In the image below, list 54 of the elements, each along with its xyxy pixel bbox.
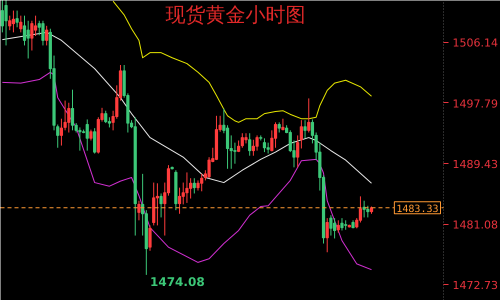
candlestick — [93, 128, 96, 154]
candlestick — [148, 224, 152, 252]
candlestick — [362, 200, 366, 218]
candlestick — [108, 116, 112, 128]
candlestick — [266, 142, 270, 154]
candlestick — [89, 129, 93, 141]
candlestick — [344, 220, 348, 230]
candlestick — [326, 218, 329, 253]
candlestick — [336, 220, 340, 234]
candlestick — [192, 178, 196, 194]
candlestick — [12, 10, 16, 33]
candlestick — [248, 132, 252, 156]
candlestick — [185, 172, 189, 204]
candlestick — [34, 15, 38, 36]
candlestick — [281, 118, 285, 131]
y-tick-label: 1497.79 — [452, 97, 498, 110]
candlestick — [340, 218, 344, 231]
candlestick — [159, 192, 163, 218]
candlestick — [86, 118, 89, 152]
candlestick — [255, 134, 259, 152]
candlestick — [274, 122, 278, 148]
chart-title: 现货黄金小时图 — [166, 4, 306, 26]
candlestick — [329, 214, 333, 236]
candlestick — [200, 173, 204, 192]
candlestick — [244, 132, 248, 144]
candlestick — [156, 182, 160, 226]
candlestick — [45, 25, 48, 46]
candlestick — [332, 218, 336, 239]
candlestick — [303, 120, 307, 139]
annotation: 1474.08 — [150, 274, 205, 289]
line-series — [2, 72, 372, 270]
candlestick — [67, 102, 70, 134]
candlestick — [70, 89, 74, 131]
candlestick — [240, 132, 244, 148]
ref-line-label: 1483.33 — [396, 204, 439, 215]
candlestick — [233, 142, 237, 164]
candlestick — [137, 200, 141, 221]
y-tick-label: 1489.43 — [452, 158, 498, 171]
candlestick — [19, 15, 22, 33]
candlestick — [207, 156, 211, 179]
candlestick — [26, 20, 30, 59]
candlestick — [252, 139, 255, 156]
candlestick — [262, 138, 266, 153]
candlestick — [104, 110, 108, 124]
y-tick-label: 1472.73 — [452, 279, 498, 292]
candlestick — [4, 0, 8, 46]
y-tick-label: 1506.14 — [452, 36, 498, 50]
candlestick — [278, 122, 281, 134]
line-series — [112, 0, 372, 123]
candlestick — [41, 20, 45, 46]
candlestick — [78, 126, 82, 152]
candlestick — [307, 98, 310, 134]
y-tick-label: 1481.08 — [452, 218, 498, 232]
candlestick — [16, 10, 19, 28]
